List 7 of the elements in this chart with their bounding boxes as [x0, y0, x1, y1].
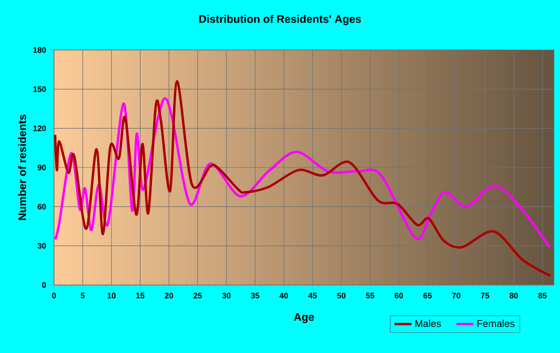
- x-axis-title: Age: [294, 313, 314, 324]
- chart-title: Distribution of Residents' Ages: [199, 14, 361, 26]
- legend-label: Females: [477, 320, 514, 328]
- y-axis-title: Number of residents: [18, 114, 26, 220]
- line-series: [54, 97, 551, 248]
- line-series: [54, 80, 552, 278]
- legend-label: Males: [415, 320, 441, 328]
